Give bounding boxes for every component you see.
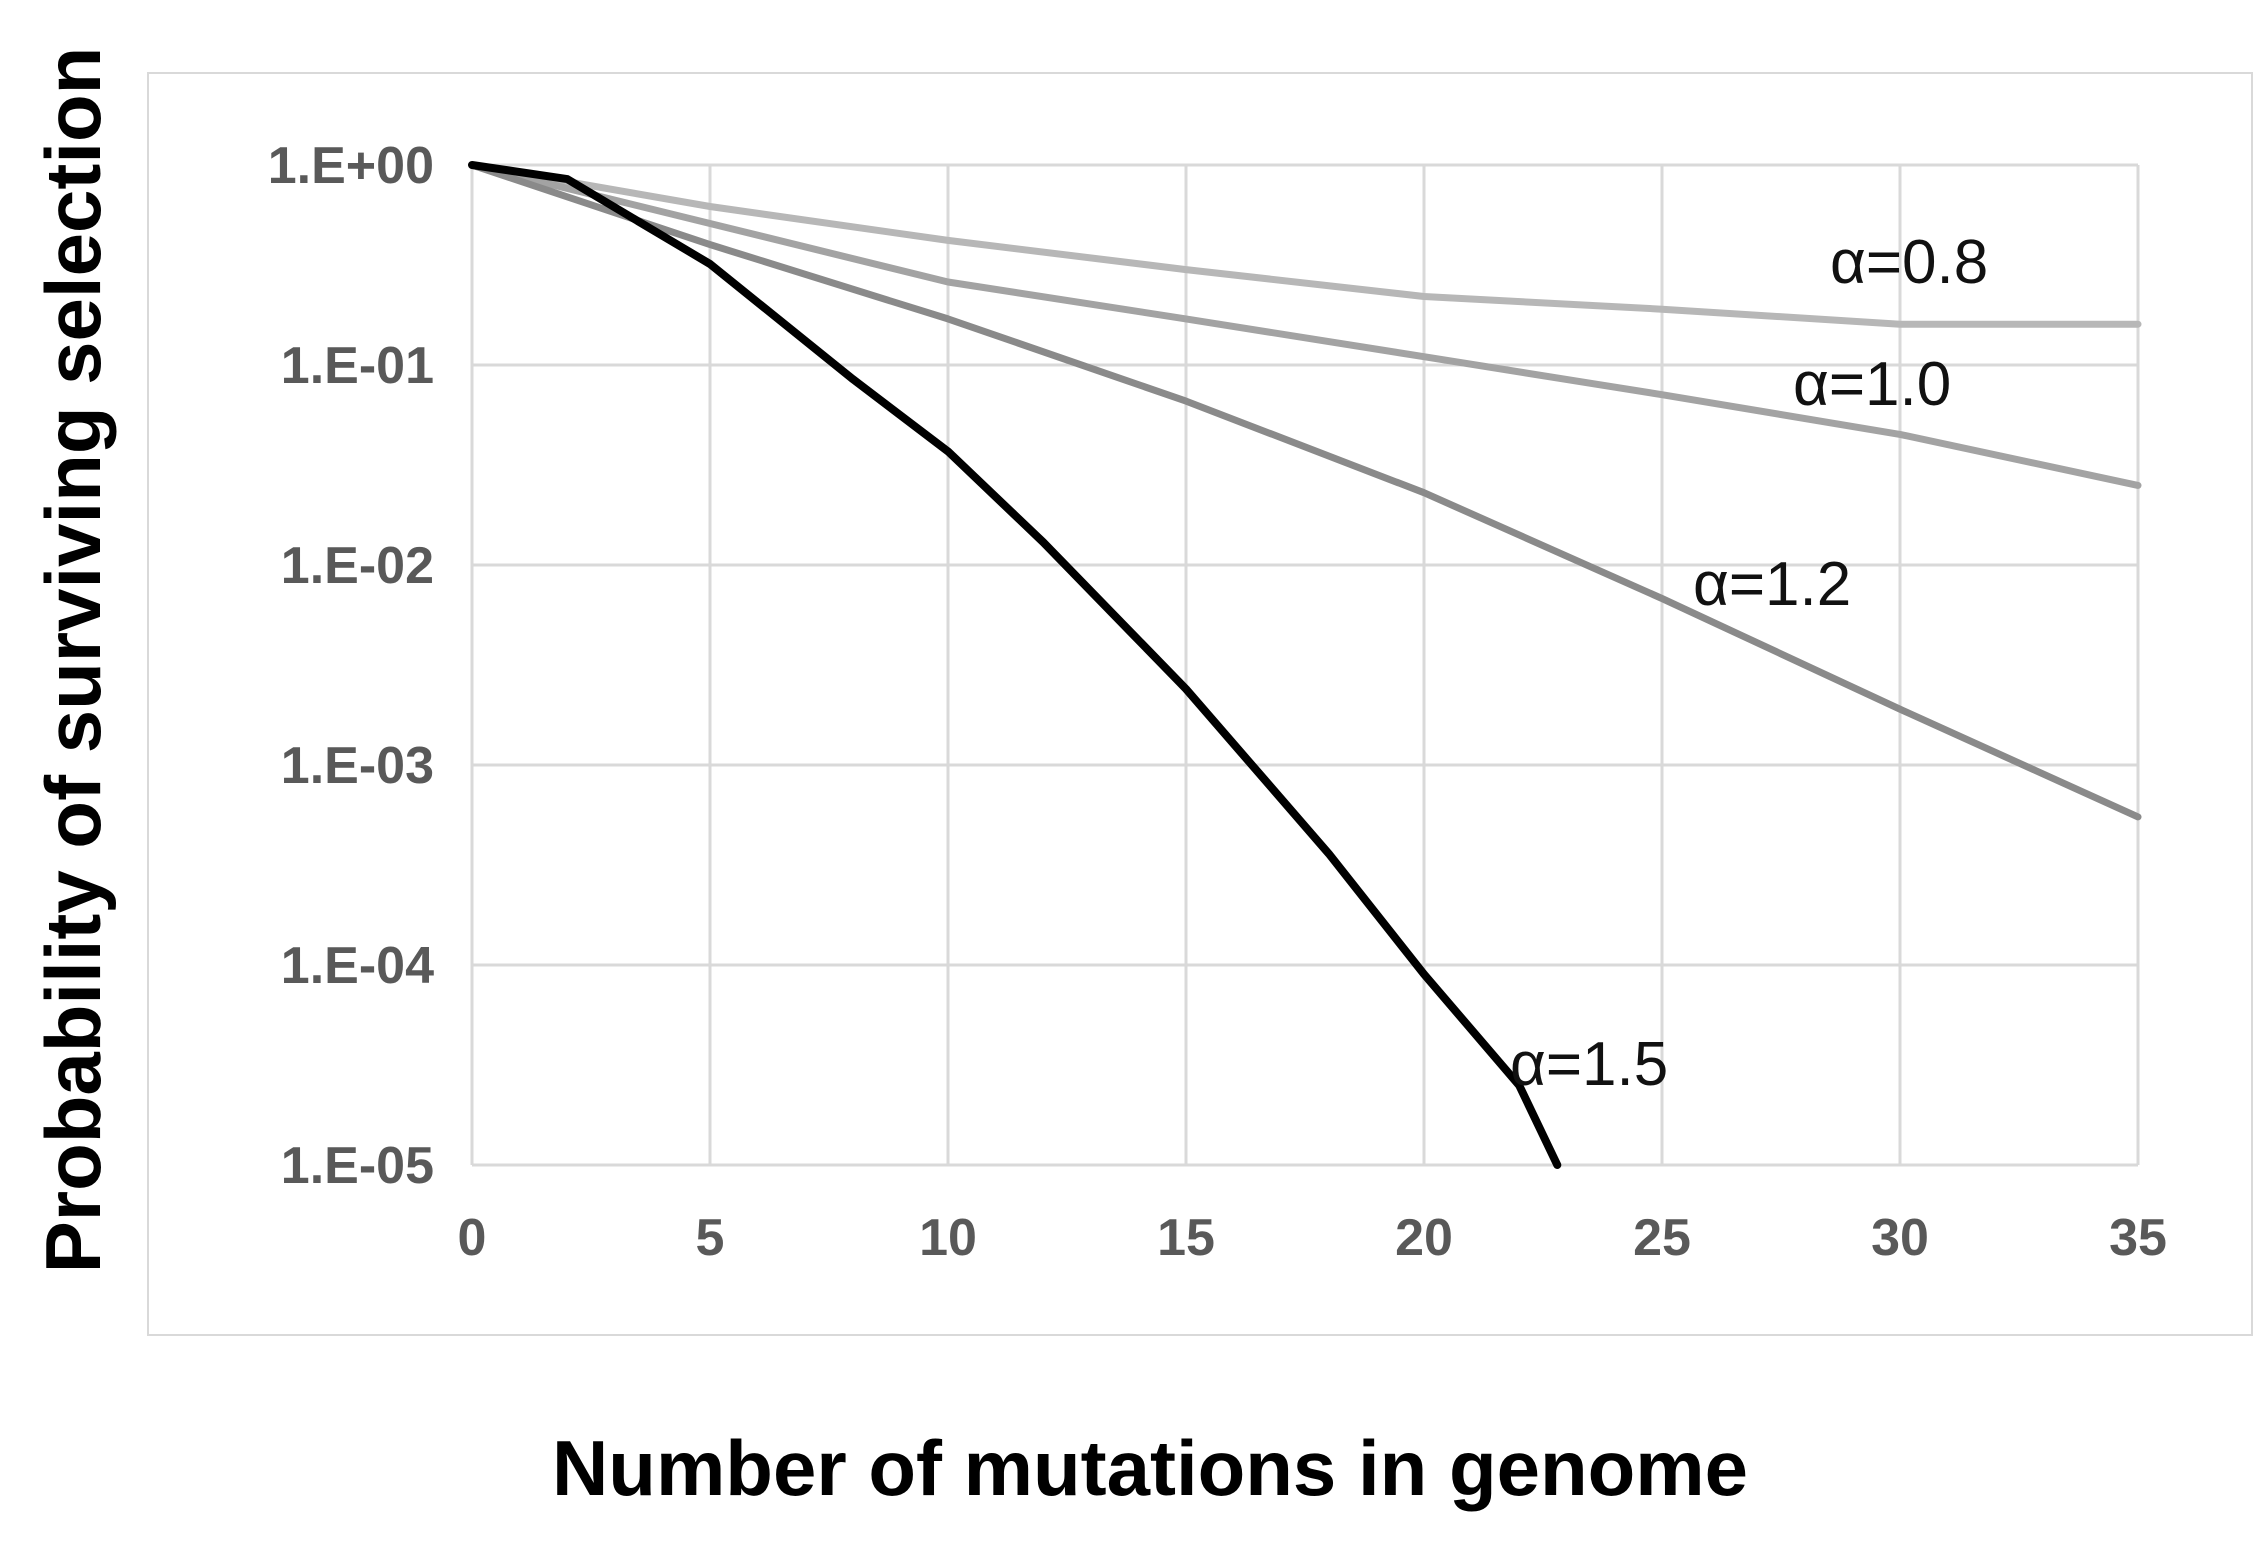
y-tick-label: 1.E-05	[281, 1137, 434, 1195]
x-axis-tick-labels: 0 5 10 15 20 25 30 35	[458, 1209, 2167, 1267]
y-tick-label: 1.E-04	[281, 937, 434, 995]
series-line	[468, 161, 2142, 328]
horizontal-gridlines	[472, 163, 2138, 1167]
series-label: α=0.8	[1830, 228, 1988, 297]
x-tick-label: 15	[1157, 1209, 1215, 1267]
series-line	[468, 161, 2142, 821]
chart-area	[147, 72, 2253, 1336]
x-tick-label: 35	[2109, 1209, 2167, 1267]
x-axis-title: Number of mutations in genome	[552, 1424, 1748, 1512]
series-line	[468, 161, 1562, 1169]
y-axis-title: Probability of surviving selection	[29, 47, 117, 1274]
series-line	[468, 161, 2142, 489]
series-label: α=1.2	[1693, 550, 1851, 619]
x-tick-label: 20	[1395, 1209, 1453, 1267]
series-label: α=1.5	[1510, 1030, 1668, 1099]
y-tick-label: 1.E-02	[281, 537, 434, 595]
series-labels: α=0.8 α=1.0 α=1.2 α=1.5	[1510, 228, 1988, 1099]
x-tick-label: 0	[458, 1209, 487, 1267]
x-tick-label: 10	[919, 1209, 977, 1267]
y-tick-label: 1.E+00	[268, 137, 434, 195]
series-label: α=1.0	[1793, 350, 1951, 419]
y-tick-label: 1.E-01	[281, 337, 434, 395]
x-tick-label: 25	[1633, 1209, 1691, 1267]
y-tick-label: 1.E-03	[281, 737, 434, 795]
vertical-gridlines	[470, 165, 2140, 1165]
y-axis-tick-labels: 1.E+00 1.E-01 1.E-02 1.E-03 1.E-04 1.E-05	[268, 137, 434, 1195]
x-tick-label: 30	[1871, 1209, 1929, 1267]
series-lines	[468, 161, 2142, 1169]
x-tick-label: 5	[696, 1209, 725, 1267]
